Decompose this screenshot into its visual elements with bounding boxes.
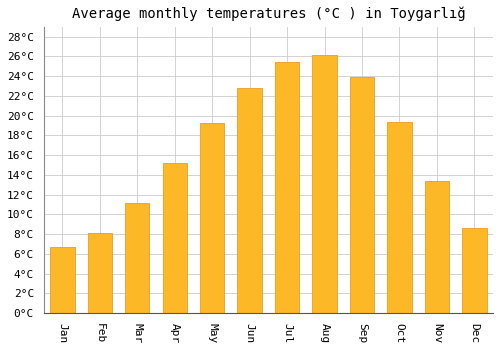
Bar [162, 163, 187, 313]
Bar [200, 122, 224, 313]
Bar [350, 77, 374, 313]
Bar [125, 203, 150, 313]
Bar [462, 228, 486, 313]
Bar [424, 181, 449, 313]
Bar [238, 88, 262, 313]
Bar [88, 233, 112, 313]
Bar [312, 55, 336, 313]
Bar [275, 62, 299, 313]
Bar [50, 247, 74, 313]
Bar [388, 121, 411, 313]
Title: Average monthly temperatures (°C ) in Toygarlığ: Average monthly temperatures (°C ) in To… [72, 7, 465, 21]
